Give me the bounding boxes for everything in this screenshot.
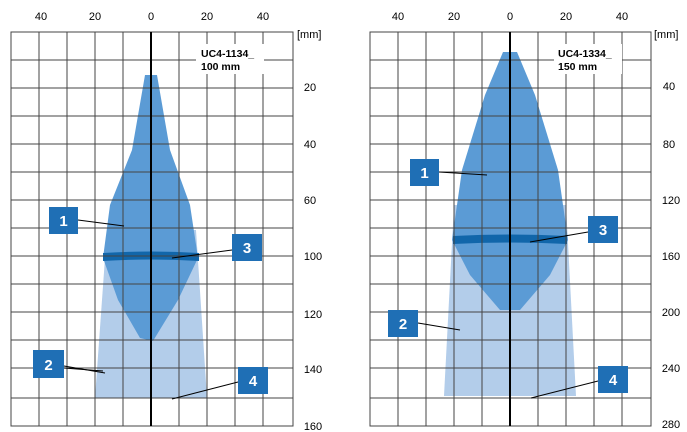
right-callout-1-label: 1: [420, 165, 428, 182]
left-callout-4-label: 4: [249, 373, 258, 390]
left-y-tick: 60: [304, 195, 316, 207]
left-x-tick: 20: [89, 11, 101, 23]
right-y-tick: 280: [662, 419, 680, 431]
right-callout-4-label: 4: [609, 372, 618, 389]
right-callout-3: 3: [529, 216, 618, 243]
left-model-label-box: [196, 44, 264, 74]
left-x-tick: 0: [148, 11, 154, 23]
right-x-tick: 20: [560, 11, 572, 23]
right-callout-2: 2: [388, 310, 461, 337]
left-x-tick: 20: [201, 11, 213, 23]
left-y-tick: 40: [304, 139, 316, 151]
left-callout-1-label: 1: [59, 213, 67, 230]
right-y-tick: 160: [662, 251, 680, 263]
left-y-tick: 140: [304, 364, 322, 376]
right-callout-4: 4: [530, 366, 628, 399]
left-callout-1: 1: [49, 207, 125, 234]
right-callout-3-label: 3: [599, 222, 607, 239]
left-x-tick: 40: [35, 11, 47, 23]
left-callout-3-label: 3: [243, 240, 251, 257]
left-y-tick: 120: [304, 309, 322, 321]
left-unit-label: [mm]: [297, 29, 321, 41]
left-y-tick: 20: [304, 82, 316, 94]
left-y-tick: 160: [304, 421, 322, 432]
left-callout-4: 4: [171, 367, 268, 400]
right-x-tick: 40: [616, 11, 628, 23]
right-y-tick: 40: [663, 81, 675, 93]
right-model-line1: UC4-1334_: [558, 48, 612, 60]
right-x-tick: 40: [392, 11, 404, 23]
right-model-line2: 150 mm: [558, 61, 597, 73]
left-panel: 40 20 0 20 40: [10, 11, 322, 432]
right-x-tick: 20: [448, 11, 460, 23]
left-y-tick: 100: [304, 251, 322, 263]
left-callout-2-label: 2: [44, 357, 52, 374]
left-callout-2: 2: [33, 350, 106, 378]
left-model-line2: 100 mm: [201, 61, 240, 73]
left-callout-3: 3: [171, 234, 262, 261]
right-panel: 40 20 0 20 40: [369, 11, 680, 431]
left-model-line1: UC4-1134_: [201, 48, 254, 60]
right-callout-1: 1: [410, 159, 488, 186]
right-y-tick: 240: [662, 363, 680, 375]
right-model-label-box: [554, 44, 622, 74]
right-y-tick: 200: [662, 307, 680, 319]
right-x-tick: 0: [507, 11, 513, 23]
left-x-tick: 40: [257, 11, 269, 23]
right-unit-label: [mm]: [654, 29, 678, 41]
right-callout-2-label: 2: [399, 316, 407, 333]
right-y-tick: 120: [662, 195, 680, 207]
right-y-tick: 80: [663, 139, 675, 151]
